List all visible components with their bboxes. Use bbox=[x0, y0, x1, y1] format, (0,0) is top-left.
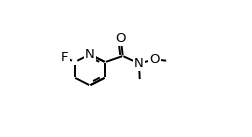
Text: F: F bbox=[61, 51, 69, 64]
Text: N: N bbox=[85, 48, 94, 61]
Text: O: O bbox=[115, 32, 125, 45]
Text: O: O bbox=[149, 53, 159, 66]
Text: N: N bbox=[134, 57, 143, 70]
